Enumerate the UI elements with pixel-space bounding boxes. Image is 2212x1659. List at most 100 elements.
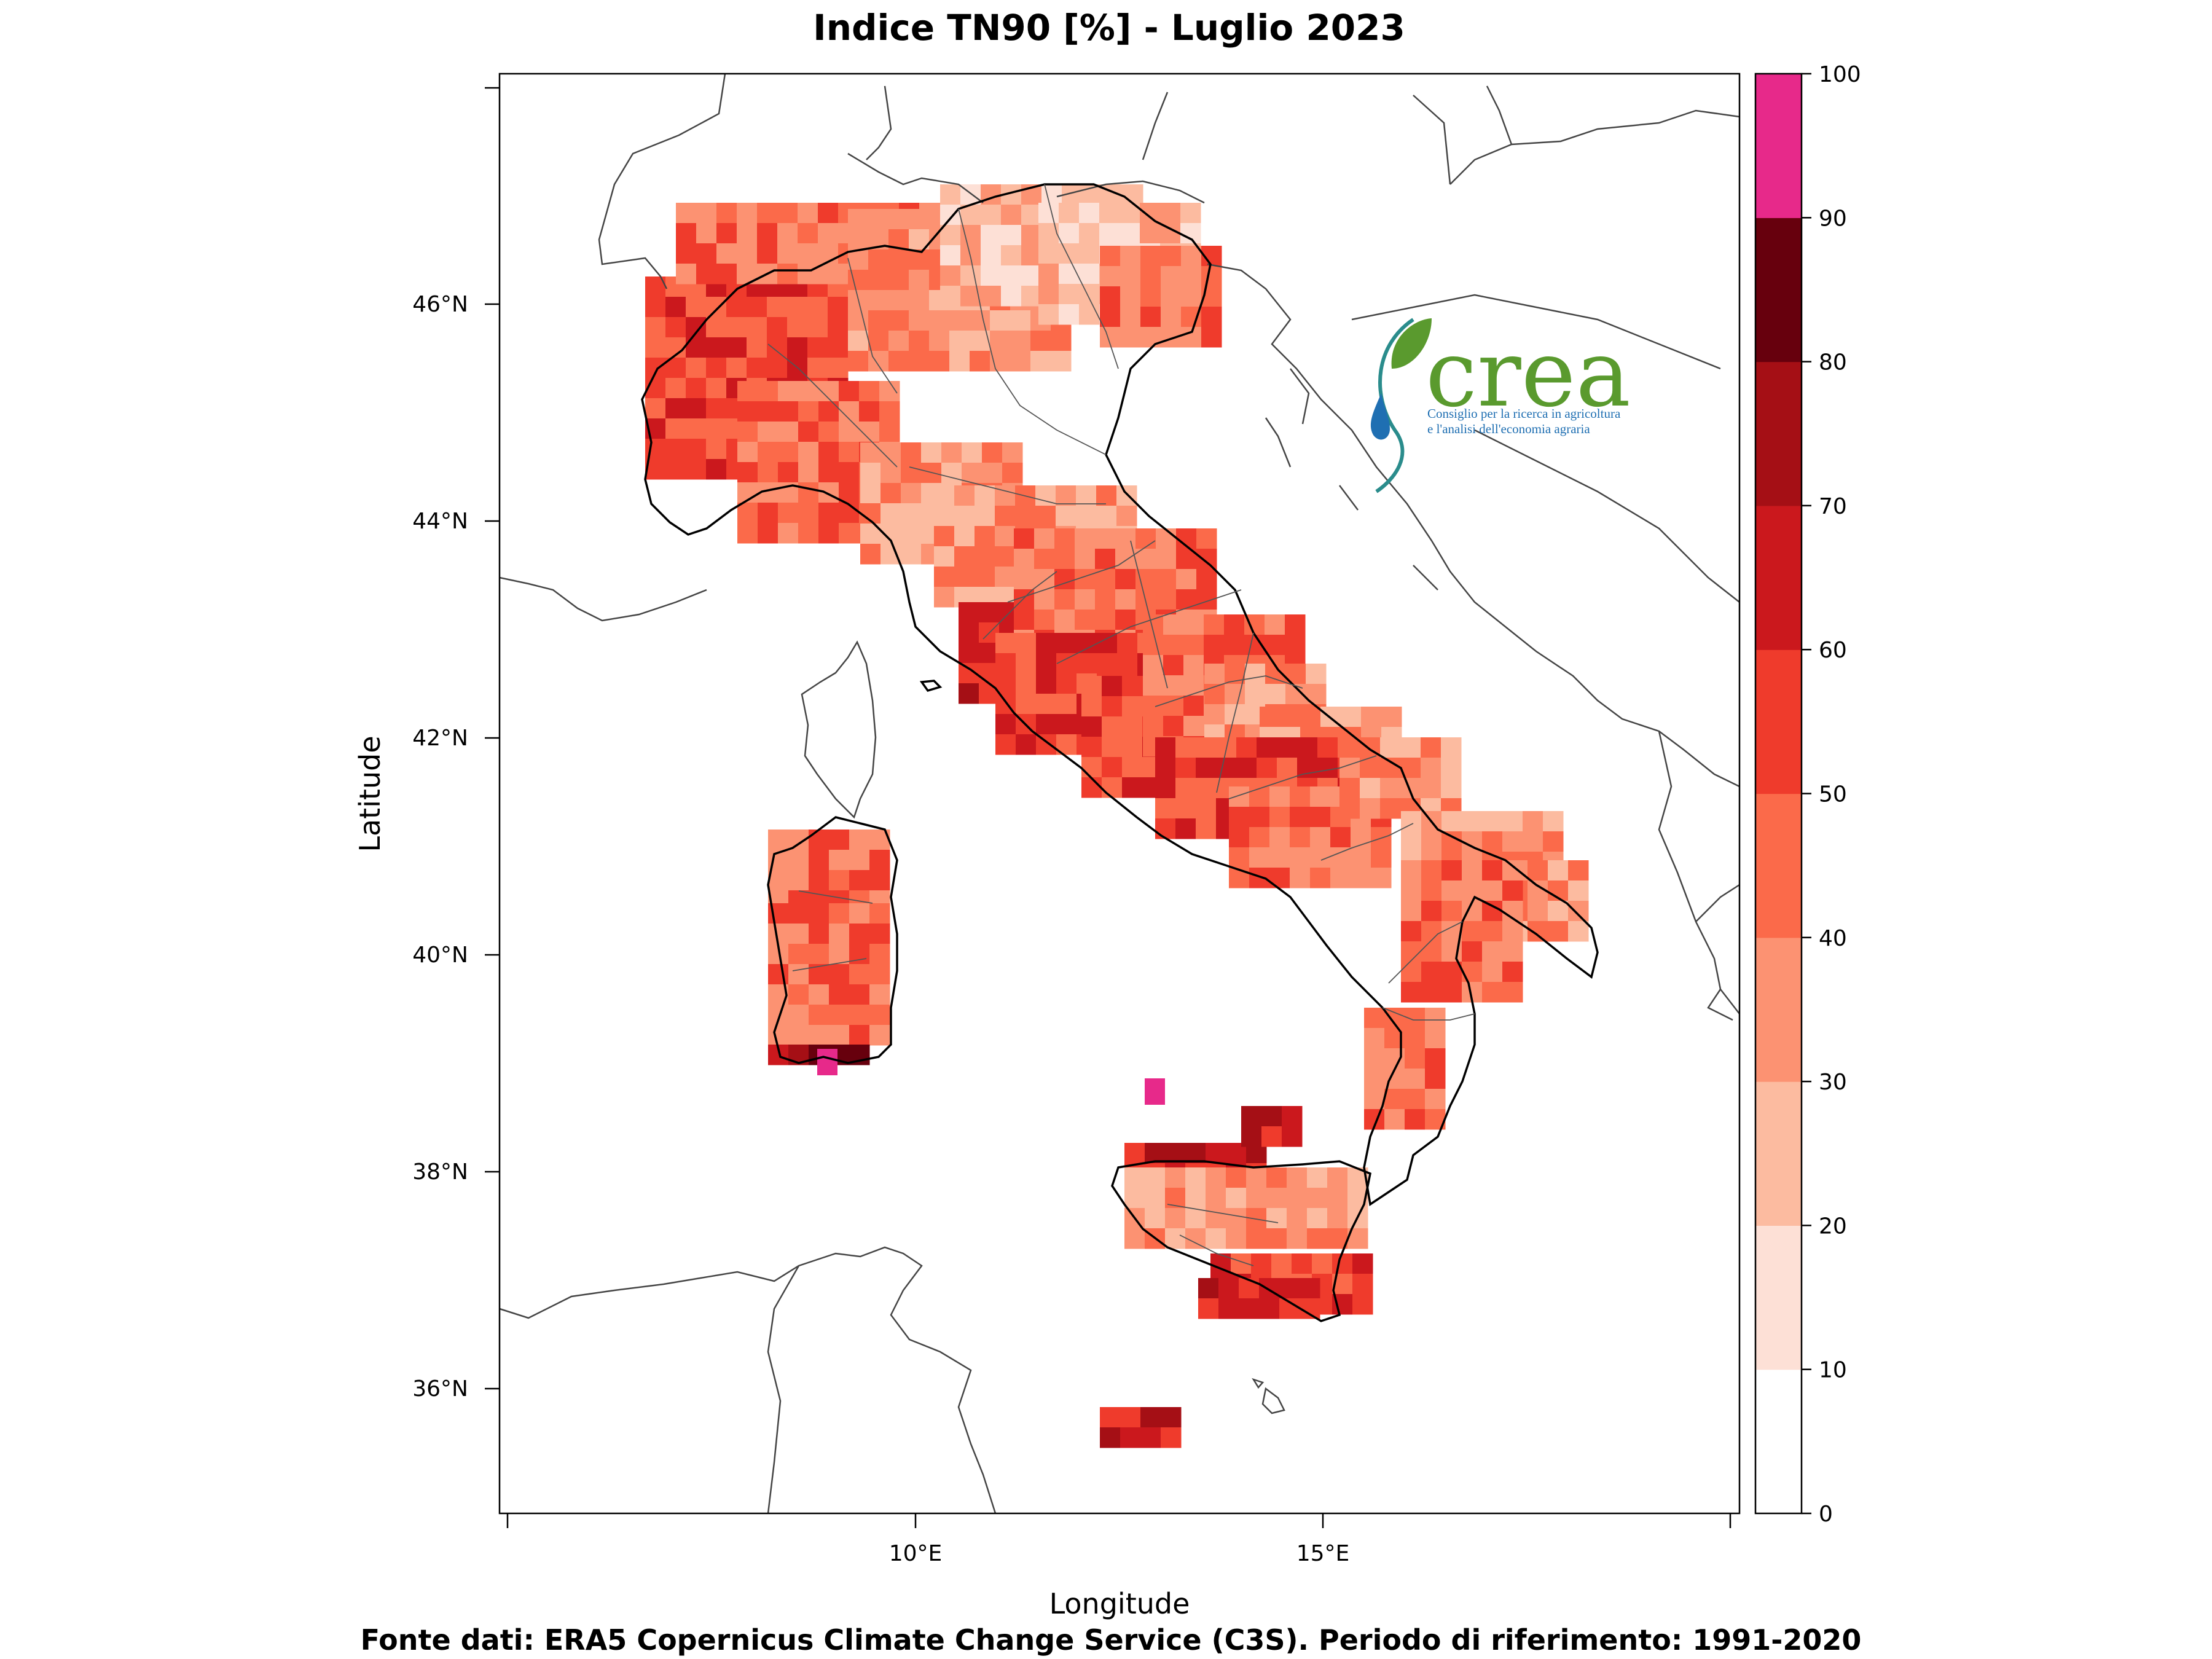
grid-cell	[940, 265, 961, 286]
grid-cell	[954, 567, 975, 587]
grid-cell	[868, 209, 889, 230]
grid-cell	[960, 265, 981, 286]
grid-cell	[1021, 205, 1042, 226]
grid-cell	[970, 310, 990, 331]
grid-cell	[1165, 1167, 1186, 1188]
grid-cell	[1361, 707, 1382, 728]
grid-cell	[686, 418, 707, 439]
grid-cell	[1096, 506, 1117, 527]
grid-cell	[1269, 807, 1290, 828]
grid-cell	[1002, 463, 1023, 484]
grid-cell	[1306, 664, 1327, 684]
grid-cell	[758, 422, 779, 442]
grid-cell	[665, 297, 686, 318]
grid-cell	[1327, 1167, 1348, 1188]
grid-cell	[1265, 684, 1286, 705]
grid-cell	[686, 358, 707, 378]
map-frame	[498, 73, 1741, 1515]
grid-cell	[1156, 589, 1177, 610]
grid-cell	[1036, 653, 1057, 674]
grid-cell	[901, 524, 922, 544]
grid-cell	[1115, 549, 1136, 570]
grid-cell	[1122, 716, 1143, 737]
grid-cell	[1548, 860, 1569, 881]
grid-cell	[1102, 757, 1123, 778]
grid-cell	[788, 903, 809, 924]
x-tick-label-10e: 10°E	[889, 1541, 943, 1566]
grid-cell	[995, 633, 1016, 654]
grid-cell	[849, 1025, 870, 1046]
grid-cell	[869, 984, 890, 1005]
grid-cell	[737, 422, 758, 442]
grid-cell	[706, 439, 727, 460]
grid-cell	[1059, 223, 1080, 244]
grid-cell	[949, 310, 970, 331]
grid-cell	[1287, 1228, 1308, 1249]
grid-cell	[798, 381, 819, 402]
grid-cell	[1502, 831, 1523, 852]
grid-cell	[1156, 528, 1177, 549]
grid-cell	[676, 223, 697, 244]
grid-cell	[1307, 1167, 1328, 1188]
grid-cell	[1201, 307, 1222, 327]
grid-cell	[954, 506, 975, 527]
grid-cell	[962, 442, 982, 463]
grid-cell	[848, 249, 869, 270]
grid-cell	[1155, 758, 1176, 779]
grid-cell	[1081, 696, 1102, 717]
grid-cell	[1145, 1143, 1166, 1164]
grid-cell	[1059, 304, 1080, 325]
grid-cell	[879, 401, 900, 422]
grid-cell	[1122, 757, 1143, 778]
grid-cell	[1400, 737, 1421, 758]
grid-cell	[1115, 589, 1136, 610]
grid-cell	[1277, 737, 1298, 758]
grid-cell	[787, 337, 808, 358]
grid-cell	[1339, 798, 1360, 819]
grid-cell	[1183, 655, 1204, 676]
grid-cell	[1441, 982, 1462, 1003]
grid-cell	[676, 203, 697, 224]
grid-cell	[645, 317, 666, 338]
grid-cell	[1204, 664, 1225, 684]
grid-cell	[869, 944, 890, 965]
grid-cell	[829, 984, 850, 1005]
grid-cell	[686, 439, 707, 460]
grid-cell	[839, 503, 860, 524]
grid-cell	[1198, 1298, 1219, 1319]
grid-cell	[1360, 758, 1381, 779]
grid-cell	[1405, 1048, 1426, 1069]
grid-cell	[1421, 758, 1441, 779]
grid-cell	[1441, 737, 1462, 758]
grid-cell	[1204, 635, 1225, 656]
x-axis: 10°E 15°E Longitude	[506, 1513, 1732, 1620]
grid-cell	[758, 462, 779, 483]
grid-cell	[758, 503, 779, 524]
grid-cell	[880, 442, 901, 463]
grid-cell	[1036, 633, 1057, 654]
grid-cell	[1462, 941, 1483, 962]
grid-cell	[809, 944, 830, 965]
grid-cell	[1246, 1188, 1267, 1209]
grid-cell	[758, 401, 779, 422]
grid-cell	[1261, 1126, 1282, 1147]
grid-cell	[1176, 589, 1197, 610]
grid-cell	[1364, 1028, 1385, 1049]
grid-cell	[1161, 246, 1182, 267]
grid-cell	[1140, 1427, 1161, 1448]
grid-cell	[1081, 716, 1102, 737]
grid-cell	[1482, 860, 1503, 881]
grid-cell	[1441, 811, 1462, 832]
grid-cell	[1339, 737, 1360, 758]
grid-cell	[1401, 982, 1422, 1003]
grid-cell	[848, 331, 869, 351]
grid-cell	[1122, 676, 1143, 697]
grid-cell	[1384, 1109, 1405, 1130]
grid-cell	[1016, 653, 1037, 674]
grid-cell	[706, 378, 727, 399]
grid-cell	[696, 203, 717, 224]
grid-cell	[1100, 286, 1121, 307]
grid-cell	[1249, 847, 1270, 868]
grid-cell	[1364, 1008, 1385, 1029]
grid-cell	[1120, 1407, 1141, 1428]
